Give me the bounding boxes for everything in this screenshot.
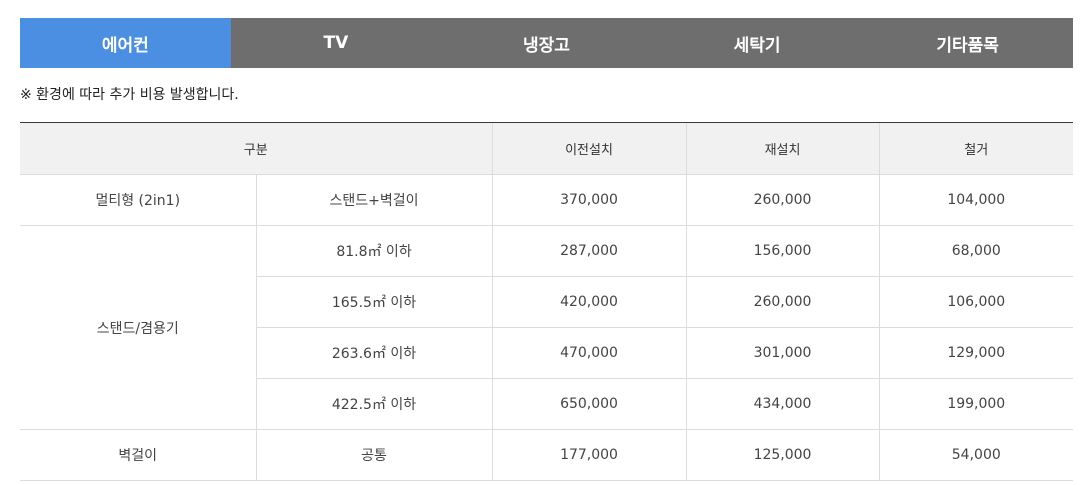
product-type: 165.5㎡ 이하 bbox=[255, 276, 493, 328]
relocation-price: 470,000 bbox=[491, 327, 687, 379]
table-row: 스탠드/겸용기 81.8㎡ 이하 287,000 156,000 68,000 bbox=[20, 225, 1074, 430]
table-row: 멀티형 (2in1) 스탠드+벽걸이 370,000 260,000 104,0… bbox=[20, 174, 1074, 226]
relocation-price: 420,000 bbox=[491, 276, 687, 328]
table-row: 벽걸이 공통 177,000 125,000 54,000 bbox=[20, 429, 1074, 481]
product-type: 공통 bbox=[255, 429, 493, 481]
removal-price: 199,000 bbox=[878, 378, 1074, 430]
reinstall-price: 156,000 bbox=[685, 225, 880, 277]
product-type: 스탠드+벽걸이 bbox=[255, 174, 493, 226]
reinstall-price: 301,000 bbox=[685, 327, 880, 379]
header-reinstall: 재설치 bbox=[685, 122, 880, 175]
removal-price: 129,000 bbox=[878, 327, 1074, 379]
product-type: 422.5㎡ 이하 bbox=[255, 378, 493, 430]
removal-price: 104,000 bbox=[878, 174, 1074, 226]
relocation-price: 370,000 bbox=[491, 174, 687, 226]
table-header-row: 구분 이전설치 재설치 철거 bbox=[20, 122, 1074, 175]
relocation-price: 650,000 bbox=[491, 378, 687, 430]
tab-other-items[interactable]: 기타품목 bbox=[936, 35, 999, 56]
tab-aircon[interactable]: 에어컨 bbox=[20, 18, 231, 68]
reinstall-price: 260,000 bbox=[685, 174, 880, 226]
category-tabs: 에어컨 TV 냉장고 세탁기 기타품목 bbox=[20, 18, 1073, 68]
header-category: 구분 bbox=[20, 122, 493, 175]
product-type: 263.6㎡ 이하 bbox=[255, 327, 493, 379]
removal-price: 54,000 bbox=[878, 429, 1074, 481]
table-row: 165.5㎡ 이하 420,000 260,000 106,000 bbox=[20, 276, 1074, 328]
removal-price: 68,000 bbox=[878, 225, 1074, 277]
table-row: 263.6㎡ 이하 470,000 301,000 129,000 bbox=[20, 327, 1074, 379]
price-table: 구분 이전설치 재설치 철거 멀티형 (2in1) 스탠드+벽걸이 370,00… bbox=[20, 122, 1074, 481]
product-type: 81.8㎡ 이하 bbox=[255, 225, 493, 277]
group-name: 벽걸이 bbox=[20, 429, 256, 481]
tab-washer[interactable]: 세탁기 bbox=[733, 35, 781, 56]
relocation-price: 177,000 bbox=[491, 429, 687, 481]
reinstall-price: 434,000 bbox=[685, 378, 880, 430]
header-relocation: 이전설치 bbox=[491, 122, 687, 175]
tab-tv[interactable]: TV bbox=[323, 33, 349, 53]
reinstall-price: 125,000 bbox=[685, 429, 880, 481]
tab-refrigerator[interactable]: 냉장고 bbox=[523, 35, 570, 56]
table-row: 422.5㎡ 이하 650,000 434,000 199,000 bbox=[20, 378, 1074, 430]
relocation-price: 287,000 bbox=[491, 225, 687, 277]
price-section: 에어컨 TV 냉장고 세탁기 기타품목 ※ 환경에 따라 추가 비용 발생합니다… bbox=[20, 18, 1074, 481]
group-name: 멀티형 (2in1) bbox=[20, 174, 256, 226]
removal-price: 106,000 bbox=[878, 276, 1074, 328]
extra-cost-notice: ※ 환경에 따라 추가 비용 발생합니다. bbox=[20, 87, 239, 103]
group-name: 스탠드/겸용기 bbox=[20, 225, 256, 430]
reinstall-price: 260,000 bbox=[685, 276, 880, 328]
header-removal: 철거 bbox=[878, 122, 1074, 175]
